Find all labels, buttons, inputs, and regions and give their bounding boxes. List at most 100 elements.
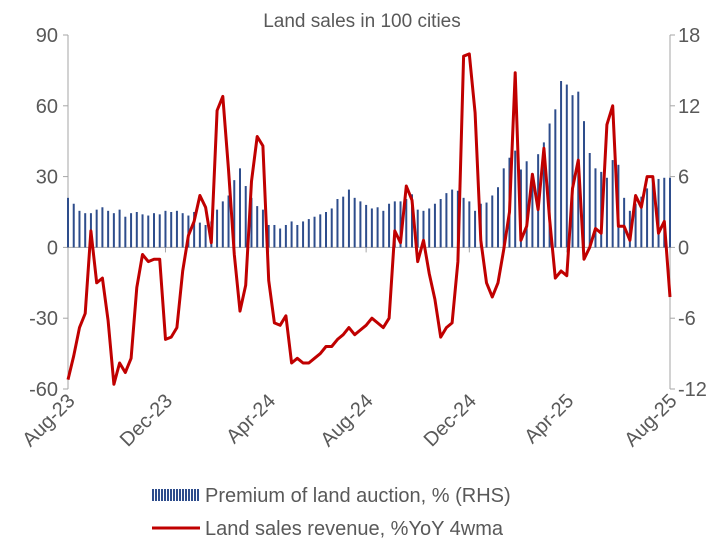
bar xyxy=(542,142,545,248)
bar xyxy=(67,197,69,248)
bar xyxy=(445,193,448,248)
y-tick-label: -30 xyxy=(29,308,58,330)
bar xyxy=(669,177,671,248)
legend-label: Land sales revenue, %YoY 4wma xyxy=(205,518,504,540)
legend-swatch xyxy=(194,489,196,501)
bar xyxy=(583,121,585,248)
bar xyxy=(657,178,660,248)
bar xyxy=(554,109,557,248)
y-tick-label: 90 xyxy=(36,25,58,47)
bar xyxy=(382,210,385,248)
bar xyxy=(290,221,293,248)
bar xyxy=(370,208,373,248)
bar xyxy=(261,209,264,248)
bar xyxy=(594,168,597,248)
y-tick-label: 0 xyxy=(47,237,58,259)
x-tick-label: Aug-25 xyxy=(620,390,681,451)
bar xyxy=(307,219,310,248)
bar xyxy=(107,210,110,248)
bar xyxy=(204,224,207,248)
y-tick-label: -60 xyxy=(29,379,58,401)
bar xyxy=(130,213,133,248)
bar xyxy=(565,84,568,248)
bar xyxy=(319,214,322,248)
bar xyxy=(147,215,150,248)
bar xyxy=(216,209,219,248)
bar xyxy=(256,206,259,248)
bar xyxy=(428,208,431,248)
bar xyxy=(525,161,528,248)
bar xyxy=(411,194,413,248)
legend-swatch xyxy=(179,489,181,501)
legend-swatch xyxy=(167,489,169,501)
bar xyxy=(284,224,287,248)
bar xyxy=(193,212,196,248)
bar xyxy=(158,214,161,248)
bar xyxy=(485,202,488,248)
bar xyxy=(474,210,477,248)
x-tick-label: Dec-24 xyxy=(420,390,481,451)
bar xyxy=(101,207,104,248)
bar xyxy=(112,213,115,248)
bar xyxy=(336,199,339,248)
bar xyxy=(250,197,253,248)
bar xyxy=(164,210,167,248)
legend-label: Premium of land auction, % (RHS) xyxy=(205,485,511,507)
bar xyxy=(376,207,379,248)
y-tick-label: 60 xyxy=(36,96,58,118)
bar xyxy=(548,123,551,248)
y2-tick-label: 0 xyxy=(678,237,689,259)
legend-swatch xyxy=(176,489,178,501)
bar xyxy=(239,168,241,248)
bar xyxy=(233,180,236,248)
bar xyxy=(640,196,643,248)
x-tick-label: Apr-24 xyxy=(222,390,280,448)
bar xyxy=(611,160,614,248)
x-tick-label: Aug-24 xyxy=(317,390,378,451)
bar xyxy=(531,176,534,248)
bar xyxy=(279,228,282,248)
legend-swatch xyxy=(185,489,187,501)
bar xyxy=(78,210,81,248)
bar xyxy=(634,203,637,248)
legend-swatch xyxy=(152,489,154,501)
bar xyxy=(416,209,419,248)
bar xyxy=(497,187,499,248)
bar xyxy=(365,204,368,248)
bar xyxy=(359,201,362,248)
bar xyxy=(342,196,345,248)
bar xyxy=(135,212,138,248)
legend-swatch xyxy=(170,489,172,501)
y2-tick-label: -6 xyxy=(678,308,696,330)
bar xyxy=(353,197,356,248)
legend-swatch xyxy=(188,489,190,501)
bar xyxy=(514,150,517,248)
bar xyxy=(198,222,201,248)
bar xyxy=(95,209,98,248)
bar xyxy=(273,224,276,248)
bar xyxy=(187,215,190,248)
bar xyxy=(118,209,121,248)
legend-swatch xyxy=(161,489,163,501)
bar xyxy=(663,177,666,248)
legend-swatch xyxy=(164,489,166,501)
line xyxy=(66,52,672,386)
bar xyxy=(433,203,436,248)
bar xyxy=(388,203,391,248)
bar xyxy=(560,81,563,248)
bar xyxy=(451,189,454,248)
chart-title: Land sales in 100 cities xyxy=(263,11,461,32)
y-tick-label: 30 xyxy=(36,167,58,189)
legend-swatch xyxy=(158,489,160,501)
bar xyxy=(296,224,299,248)
bar xyxy=(181,213,184,248)
y2-tick-label: 12 xyxy=(678,96,700,118)
bar xyxy=(468,201,471,248)
bar xyxy=(313,216,316,248)
bar xyxy=(623,197,626,248)
bar xyxy=(325,212,327,248)
bar xyxy=(571,95,574,248)
bar xyxy=(405,199,408,248)
bar xyxy=(646,188,649,248)
bar xyxy=(175,210,178,248)
